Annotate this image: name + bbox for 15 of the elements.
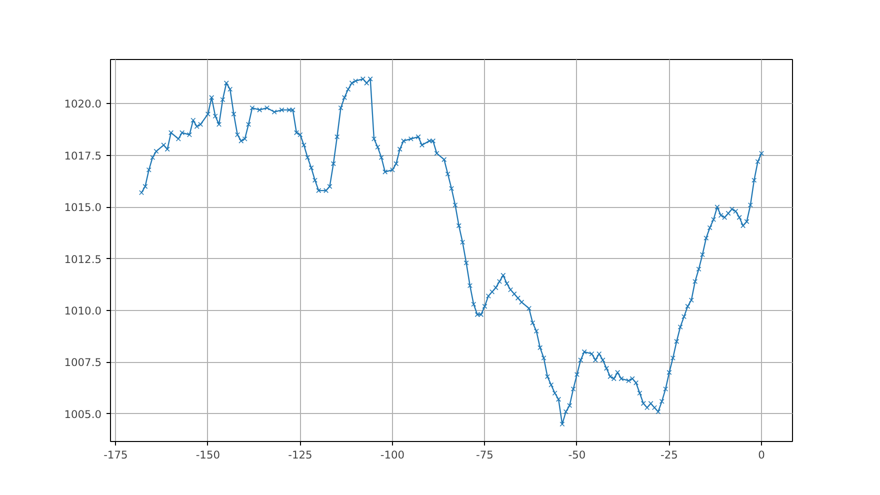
x-tick-label: -150 bbox=[196, 448, 220, 462]
x-tick-label: -175 bbox=[104, 448, 128, 462]
y-tick-label: 1007.5 bbox=[64, 356, 102, 370]
x-tick-label: 0 bbox=[758, 448, 766, 462]
x-tick-label: -75 bbox=[476, 448, 494, 462]
y-tick-label: 1020.0 bbox=[64, 98, 102, 111]
y-tick-label: 1010.0 bbox=[64, 304, 102, 318]
y-tick-label: 1012.5 bbox=[64, 252, 102, 266]
x-tick-label: -125 bbox=[288, 448, 312, 462]
x-tick-label: -50 bbox=[568, 448, 586, 462]
x-tick-label: -25 bbox=[660, 448, 678, 462]
y-tick-label: 1005.0 bbox=[64, 408, 102, 421]
y-tick-label: 1017.5 bbox=[64, 149, 102, 162]
x-tick-label: -100 bbox=[380, 448, 405, 462]
y-tick-label: 1015.0 bbox=[64, 201, 102, 214]
